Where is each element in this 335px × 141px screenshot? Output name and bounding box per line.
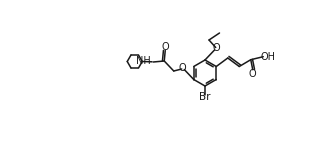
Text: O: O <box>249 69 257 79</box>
Text: O: O <box>179 63 186 73</box>
Text: Br: Br <box>199 92 211 103</box>
Text: NH: NH <box>136 57 150 67</box>
Text: O: O <box>213 43 220 53</box>
Text: O: O <box>162 42 170 52</box>
Text: OH: OH <box>261 52 276 62</box>
